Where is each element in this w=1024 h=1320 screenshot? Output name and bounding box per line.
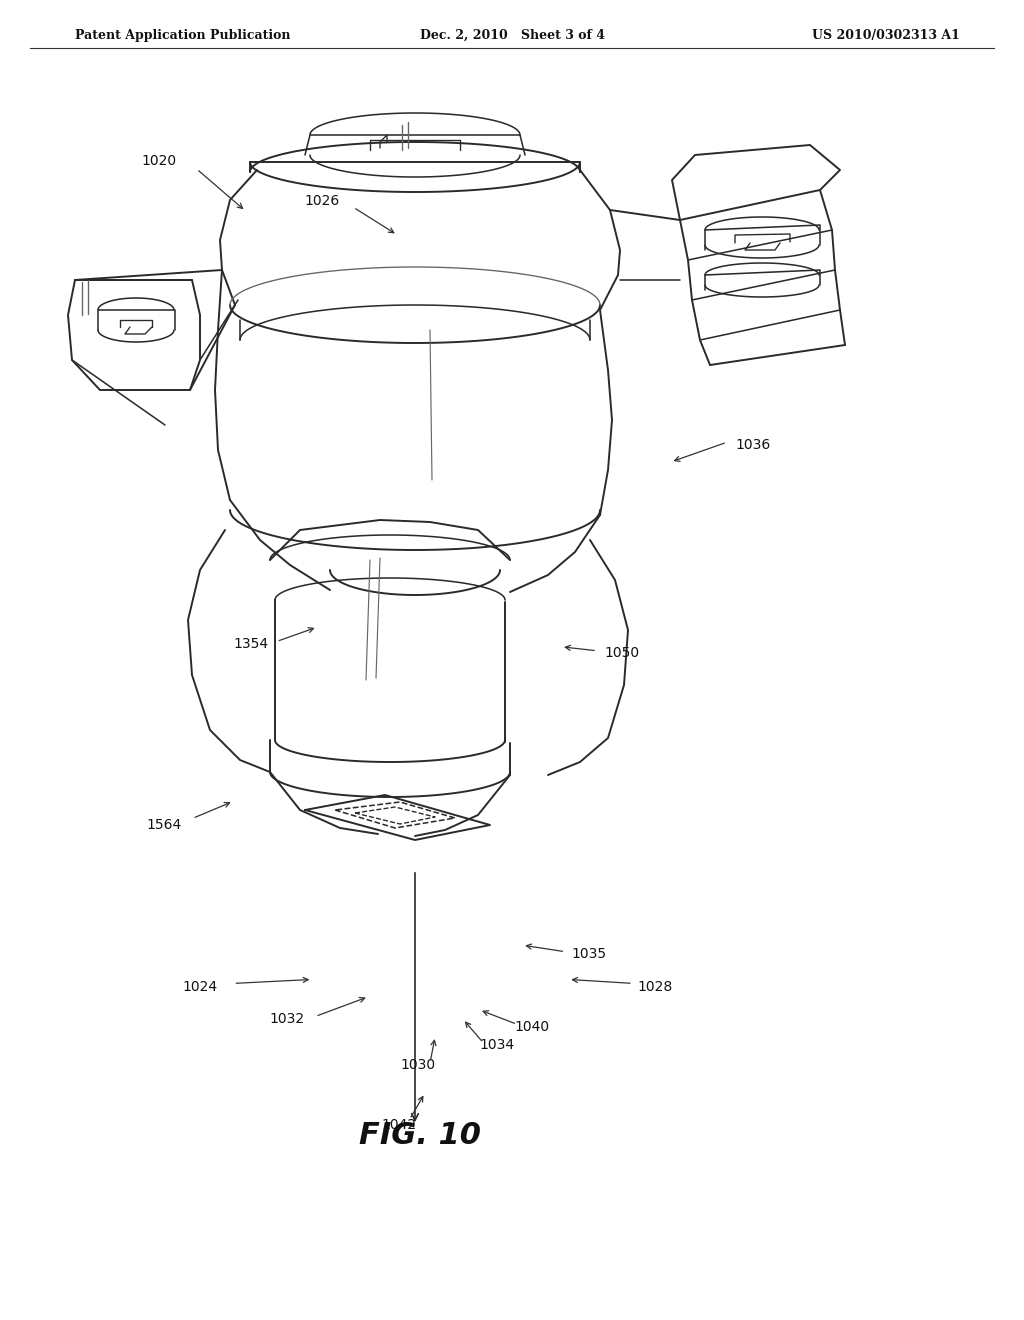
Text: 1028: 1028 xyxy=(638,981,673,994)
Text: US 2010/0302313 A1: US 2010/0302313 A1 xyxy=(812,29,961,41)
Text: Patent Application Publication: Patent Application Publication xyxy=(75,29,291,41)
Text: 1040: 1040 xyxy=(515,1020,550,1034)
Text: 1042: 1042 xyxy=(382,1118,417,1131)
Text: 1030: 1030 xyxy=(400,1059,435,1072)
Text: 1564: 1564 xyxy=(146,818,181,832)
Text: 1026: 1026 xyxy=(305,194,340,207)
Text: FIG. 10: FIG. 10 xyxy=(359,1121,481,1150)
Text: 1035: 1035 xyxy=(571,948,606,961)
Text: 1034: 1034 xyxy=(479,1039,514,1052)
Text: 1024: 1024 xyxy=(182,981,217,994)
Text: Dec. 2, 2010   Sheet 3 of 4: Dec. 2, 2010 Sheet 3 of 4 xyxy=(420,29,604,41)
Text: 1354: 1354 xyxy=(233,638,268,651)
Text: 1036: 1036 xyxy=(735,438,770,451)
Text: 1050: 1050 xyxy=(604,647,639,660)
Text: 1020: 1020 xyxy=(141,154,176,168)
Text: 1032: 1032 xyxy=(269,1012,304,1026)
